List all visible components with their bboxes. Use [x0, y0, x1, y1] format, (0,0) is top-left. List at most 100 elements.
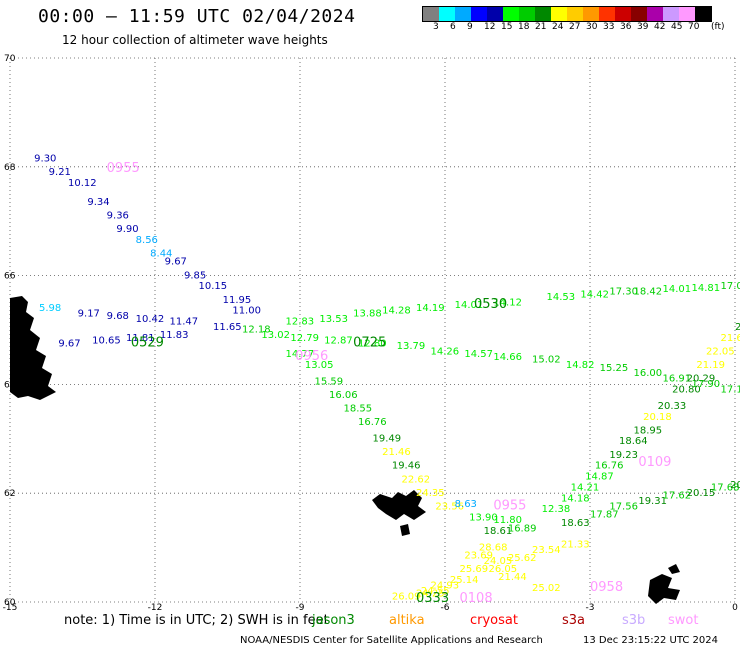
wave-height-value: 14.19: [416, 303, 445, 314]
shetland-islet: [668, 564, 680, 574]
wave-height-value: 21.46: [382, 447, 411, 458]
wave-height-value: 19.46: [392, 461, 421, 472]
y-tick-label: 64: [4, 380, 16, 390]
y-tick-label: 68: [4, 163, 16, 173]
satellite-legend-item: s3b: [622, 613, 646, 628]
color-swatch: [679, 7, 695, 21]
color-scale-tick: 18: [518, 22, 530, 32]
wave-height-value: 17.18: [721, 385, 740, 396]
color-swatch: [439, 7, 455, 21]
wave-height-value: 10.42: [136, 314, 165, 325]
pass-time-label: 0955: [493, 499, 526, 514]
x-tick-label: -15: [3, 603, 18, 613]
wave-height-value: 14.77: [286, 349, 315, 360]
wave-height-value: 22.62: [402, 474, 431, 485]
wave-height-value: 17.01: [721, 281, 740, 292]
y-tick-label: 66: [4, 272, 16, 282]
color-swatch: [487, 7, 503, 21]
wave-height-value: 14.82: [566, 360, 595, 371]
color-scale-tick: 12: [484, 22, 496, 32]
wave-height-value: 17.87: [590, 510, 619, 521]
agency-credit: NOAA/NESDIS Center for Satellite Applica…: [240, 635, 543, 646]
color-swatch: [615, 7, 631, 21]
pass-time-label: 0529: [131, 335, 164, 350]
wave-height-value: 14.42: [580, 289, 609, 300]
map-axes: -15 -12 -9 -6 -3 0 70 68 66 64 62 60: [3, 54, 738, 613]
wave-height-value: 10.12: [68, 178, 97, 189]
wave-height-value: 22.05: [706, 346, 735, 357]
wave-height-value: 15.25: [600, 363, 629, 374]
wave-height-value: 25.02: [532, 583, 561, 594]
color-scale-tick: 27: [569, 22, 581, 32]
color-scale-tick: 3: [433, 22, 439, 32]
wave-height-value: 16.89: [508, 523, 537, 534]
pass-time-label: 0956: [295, 349, 328, 364]
wave-height-value: 23.69: [464, 550, 493, 561]
wave-height-value: 20.15: [687, 488, 716, 499]
faroe-islet: [400, 524, 410, 536]
color-swatch: [695, 7, 711, 21]
y-tick-label: 62: [4, 489, 15, 499]
wave-height-value: 20.80: [672, 385, 701, 396]
generated-timestamp: 13 Dec 23:15:22 UTC 2024: [583, 635, 718, 646]
wave-height-value: 12.83: [286, 317, 315, 328]
color-scale-tick: 6: [450, 22, 456, 32]
color-swatch: [599, 7, 615, 21]
wave-height-value: 5.98: [39, 303, 61, 314]
x-tick-label: -12: [148, 603, 163, 613]
wave-height-value: 14.81: [692, 283, 721, 294]
pass-time-label: 0108: [460, 591, 493, 606]
wave-height-value: 21.33: [561, 540, 590, 551]
color-swatch: [455, 7, 471, 21]
color-scale-tick: 42: [654, 22, 666, 32]
wave-height-value: 21.19: [696, 360, 725, 371]
wave-height-value: 13.53: [319, 314, 348, 325]
faroe-islands: [372, 490, 426, 520]
wave-height-value: 9.21: [49, 167, 71, 178]
wave-height-value: 9.17: [78, 308, 100, 319]
wave-height-value: 13.02: [261, 330, 290, 341]
satellite-legend-item: swot: [668, 613, 699, 628]
wave-height-value: 11.81: [126, 333, 155, 344]
pass-time-label: 0530: [474, 297, 507, 312]
wave-height-value: 14.18: [561, 493, 590, 504]
wave-height-value: 10.65: [92, 336, 121, 347]
wave-height-value: 11.00: [232, 306, 261, 317]
wave-height-value: 26.09: [392, 591, 421, 602]
color-scale-tick: 36: [620, 22, 632, 32]
wave-height-value: 17.90: [692, 379, 721, 390]
wave-height-value: 25.69: [460, 564, 489, 575]
wave-height-value: 23.54: [532, 545, 561, 556]
wave-height-value: 11.83: [160, 330, 189, 341]
wave-height-value: 8.44: [150, 249, 172, 260]
color-swatch: [471, 7, 487, 21]
wave-height-value: 20.18: [643, 412, 672, 423]
wave-height-value: 12.18: [242, 325, 271, 336]
wave-height-value: 17.62: [663, 491, 692, 502]
color-swatch: [663, 7, 679, 21]
wave-height-value: 18.63: [561, 518, 590, 529]
color-scale-tick: 70: [688, 22, 700, 32]
wave-height-value: 11.47: [170, 317, 199, 328]
wave-height-value: 14.28: [382, 306, 411, 317]
landmass-layer: [10, 296, 680, 604]
wave-height-value: 21.44: [498, 572, 527, 583]
color-swatch: [423, 7, 439, 21]
wave-height-value: 23.56: [435, 502, 464, 513]
wave-height-value: 11.65: [213, 322, 242, 333]
wave-height-value: 17.68: [711, 482, 740, 493]
pass-time-label: 0109: [638, 455, 671, 470]
color-scale-tick: 21: [535, 22, 547, 32]
color-swatch: [551, 7, 567, 21]
wave-height-value: 19.49: [373, 434, 402, 445]
color-swatch: [567, 7, 583, 21]
shetland-islands: [648, 574, 680, 604]
wave-height-value: 9.30: [34, 153, 56, 164]
wave-height-value: 20.64: [735, 322, 740, 333]
map-grid: [9, 57, 736, 603]
wave-height-value: 18.42: [634, 287, 663, 298]
y-tick-label: 60: [4, 598, 16, 608]
wave-height-value: 20.29: [687, 374, 716, 385]
wave-height-value: 9.85: [184, 270, 206, 281]
